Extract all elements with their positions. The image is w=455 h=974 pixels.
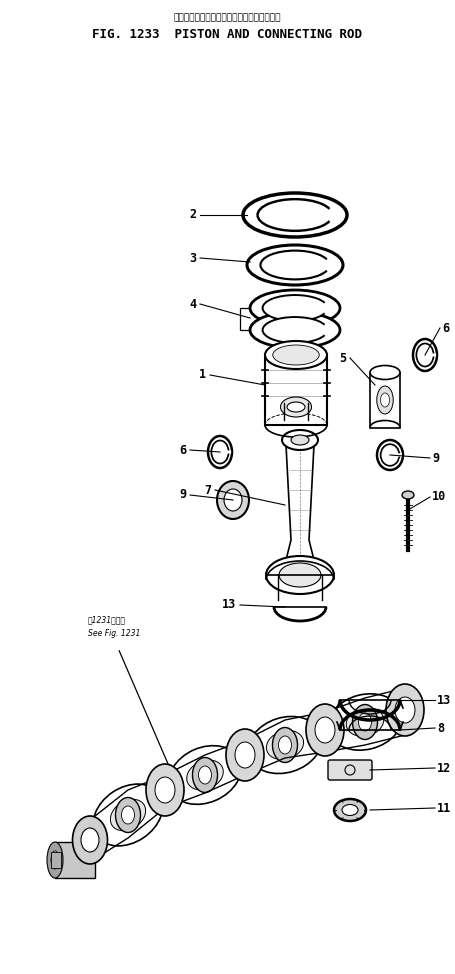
Ellipse shape (306, 704, 344, 756)
Ellipse shape (346, 708, 384, 736)
Ellipse shape (328, 693, 402, 750)
Ellipse shape (280, 397, 312, 417)
Ellipse shape (212, 440, 229, 464)
Ellipse shape (81, 828, 99, 852)
Text: 8: 8 (437, 722, 444, 734)
Ellipse shape (47, 842, 63, 878)
Ellipse shape (250, 312, 340, 348)
Ellipse shape (278, 736, 292, 754)
Ellipse shape (243, 193, 347, 237)
Text: 11: 11 (437, 802, 451, 814)
Ellipse shape (381, 444, 399, 466)
Ellipse shape (386, 684, 424, 736)
Bar (370, 372, 400, 428)
Text: 4: 4 (189, 297, 196, 311)
Ellipse shape (248, 717, 322, 773)
Ellipse shape (198, 766, 212, 784)
Text: 12: 12 (437, 762, 451, 774)
Ellipse shape (265, 341, 327, 369)
Ellipse shape (266, 556, 334, 594)
Text: 2: 2 (189, 208, 196, 221)
Text: 7: 7 (204, 483, 211, 497)
Text: See Fig. 1231: See Fig. 1231 (88, 629, 141, 639)
Text: 3: 3 (189, 251, 196, 265)
Ellipse shape (279, 563, 321, 587)
Ellipse shape (359, 713, 371, 731)
Ellipse shape (247, 245, 343, 285)
Bar (55, 842, 95, 878)
Bar (265, 355, 327, 425)
Ellipse shape (72, 816, 107, 864)
Ellipse shape (282, 430, 318, 450)
Ellipse shape (111, 800, 146, 831)
Ellipse shape (370, 365, 400, 380)
Ellipse shape (226, 729, 264, 781)
Ellipse shape (413, 339, 437, 371)
Ellipse shape (395, 697, 415, 723)
Ellipse shape (187, 760, 223, 790)
Ellipse shape (146, 764, 184, 816)
Ellipse shape (235, 742, 255, 768)
Ellipse shape (93, 784, 163, 846)
Ellipse shape (208, 436, 232, 468)
Ellipse shape (260, 250, 329, 280)
Ellipse shape (51, 851, 59, 869)
Ellipse shape (377, 440, 403, 470)
Ellipse shape (217, 481, 249, 519)
Text: 13: 13 (222, 598, 236, 612)
Ellipse shape (263, 318, 328, 343)
Ellipse shape (263, 295, 328, 321)
Text: 5: 5 (339, 352, 346, 364)
Ellipse shape (121, 806, 135, 824)
Ellipse shape (315, 717, 335, 743)
Polygon shape (286, 445, 314, 560)
Text: 9: 9 (432, 452, 439, 465)
Ellipse shape (291, 435, 309, 445)
Ellipse shape (380, 393, 389, 407)
Ellipse shape (273, 345, 319, 365)
Ellipse shape (169, 746, 241, 805)
Bar (51, 852, 61, 868)
Ellipse shape (377, 386, 393, 414)
Text: 13: 13 (437, 693, 451, 706)
Text: ビストン・および・コネクティング・ロッド: ビストン・および・コネクティング・ロッド (173, 14, 281, 22)
Text: FIG. 1233  PISTON AND CONNECTING ROD: FIG. 1233 PISTON AND CONNECTING ROD (92, 28, 362, 42)
Text: 6: 6 (442, 321, 449, 334)
Text: 10: 10 (432, 491, 446, 504)
Ellipse shape (266, 730, 303, 760)
Ellipse shape (192, 758, 217, 793)
Ellipse shape (155, 777, 175, 803)
Text: 9: 9 (179, 489, 186, 502)
FancyBboxPatch shape (328, 760, 372, 780)
Ellipse shape (250, 290, 340, 326)
Ellipse shape (273, 728, 298, 763)
Ellipse shape (258, 199, 333, 231)
Text: 6: 6 (179, 443, 186, 457)
Ellipse shape (402, 491, 414, 499)
Ellipse shape (287, 402, 305, 412)
Ellipse shape (116, 798, 141, 833)
Ellipse shape (342, 805, 358, 815)
Text: 1: 1 (199, 368, 206, 382)
Ellipse shape (353, 704, 378, 739)
Ellipse shape (224, 489, 242, 511)
Ellipse shape (334, 799, 366, 821)
Text: 図1231図参照: 図1231図参照 (88, 616, 126, 624)
Ellipse shape (416, 344, 434, 366)
